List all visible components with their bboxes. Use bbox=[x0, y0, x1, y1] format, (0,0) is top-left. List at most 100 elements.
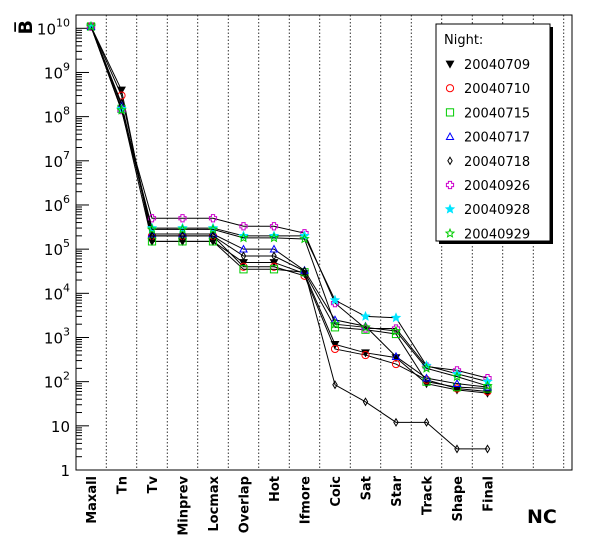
legend-label: 20040928 bbox=[464, 203, 530, 218]
y-tick-label: 105 bbox=[44, 237, 70, 259]
legend-item: 20040715 bbox=[445, 106, 530, 121]
data-point bbox=[146, 223, 158, 234]
y-tick-label: 107 bbox=[44, 149, 70, 171]
data-point bbox=[238, 232, 249, 243]
data-point bbox=[301, 266, 308, 276]
data-point bbox=[239, 222, 248, 231]
y-tick-label: 103 bbox=[44, 325, 70, 347]
data-point bbox=[210, 231, 216, 241]
legend-marker bbox=[445, 108, 455, 117]
x-tick-label: Shape bbox=[451, 476, 466, 522]
series-line bbox=[90, 26, 488, 450]
data-point bbox=[484, 444, 491, 454]
y-tick-label: 1 bbox=[60, 462, 70, 480]
x-tick-label: Coic bbox=[329, 476, 344, 507]
y-tick-label: 102 bbox=[44, 370, 70, 392]
x-tick-label: Tn bbox=[116, 476, 131, 494]
y-tick-label: 109 bbox=[44, 60, 70, 82]
legend-box bbox=[435, 23, 551, 242]
legend-item: 20040929 bbox=[444, 227, 530, 242]
series-line bbox=[90, 26, 488, 383]
plot-frame bbox=[75, 14, 573, 471]
data-point bbox=[271, 251, 277, 261]
legend-title: Night: bbox=[444, 33, 483, 48]
data-point bbox=[422, 373, 431, 382]
data-point bbox=[360, 321, 371, 332]
data-point bbox=[390, 325, 402, 336]
data-point bbox=[149, 231, 155, 241]
data-point bbox=[147, 237, 157, 246]
legend-label: 20040929 bbox=[464, 227, 530, 242]
series-line bbox=[90, 26, 488, 379]
data-point bbox=[329, 318, 341, 329]
x-tick-label: Final bbox=[482, 476, 497, 512]
data-point bbox=[391, 359, 401, 369]
legend-marker bbox=[445, 84, 455, 93]
series-group bbox=[85, 20, 493, 454]
y-tick-label: 106 bbox=[44, 193, 70, 215]
data-point bbox=[451, 371, 463, 382]
x-tick-label: Star bbox=[390, 475, 405, 506]
data-point bbox=[361, 350, 370, 360]
data-point bbox=[208, 237, 218, 246]
legend-item: 20040709 bbox=[445, 58, 530, 73]
data-point bbox=[454, 444, 460, 454]
x-axis: Maxall Tn Tv Minprev Locmax Overlap Hot Ifmore C… bbox=[85, 475, 497, 535]
series-line bbox=[90, 26, 488, 387]
legend-item: 20040928 bbox=[444, 203, 530, 218]
data-point bbox=[178, 214, 187, 223]
legend-marker bbox=[445, 60, 455, 69]
legend-label: 20040718 bbox=[464, 155, 530, 170]
data-point bbox=[239, 265, 248, 274]
x-tick-label: Sat bbox=[360, 476, 375, 500]
legend-items: 20040709 20040710 20040715 20040717 20040718… bbox=[444, 58, 530, 242]
x-tick-label: Ifmore bbox=[299, 476, 314, 524]
series-line bbox=[90, 26, 488, 389]
legend: Night: 200407092004071020040715200407172… bbox=[435, 23, 553, 244]
legend-label: 20040717 bbox=[464, 131, 530, 146]
data-point bbox=[391, 351, 401, 360]
data-point bbox=[362, 397, 369, 407]
legend-label: 20040926 bbox=[464, 179, 530, 194]
legend-marker bbox=[447, 156, 453, 166]
data-point bbox=[390, 312, 402, 323]
legend-item: 20040717 bbox=[445, 131, 530, 146]
data-point bbox=[85, 20, 97, 31]
data-point bbox=[178, 229, 187, 238]
data-point bbox=[483, 384, 492, 393]
legend-item: 20040926 bbox=[445, 179, 530, 194]
legend-marker bbox=[444, 203, 456, 214]
legend-label: 20040709 bbox=[464, 58, 530, 73]
y-axis: 1 10 102 103 104 105 106 107 108 109 1010 bbox=[37, 14, 89, 480]
legend-marker bbox=[445, 131, 455, 140]
data-point bbox=[421, 362, 432, 373]
series-line bbox=[90, 26, 488, 388]
data-point bbox=[391, 329, 401, 339]
x-tick-label: Locmax bbox=[207, 475, 222, 531]
legend-item: 20040710 bbox=[445, 82, 530, 97]
data-point bbox=[178, 237, 187, 246]
x-tick-label: Tv bbox=[146, 475, 161, 493]
legend-marker bbox=[445, 180, 455, 190]
data-point bbox=[329, 294, 341, 305]
data-point bbox=[423, 417, 430, 427]
data-point bbox=[240, 251, 247, 261]
legend-label: 20040710 bbox=[464, 82, 530, 97]
x-tick-label: Maxall bbox=[85, 476, 100, 524]
y-tick-label: 1010 bbox=[37, 16, 70, 38]
data-point bbox=[330, 344, 340, 354]
y-axis-title: B̅ bbox=[14, 20, 37, 34]
x-tick-label: Minprev bbox=[177, 475, 192, 535]
data-point bbox=[269, 265, 279, 274]
data-point bbox=[452, 379, 462, 388]
data-point bbox=[300, 268, 309, 277]
series-20040929 bbox=[85, 20, 493, 391]
y-tick-label: 10 bbox=[51, 418, 70, 436]
data-point bbox=[177, 223, 188, 234]
data-point bbox=[299, 233, 310, 244]
data-point bbox=[482, 380, 493, 391]
x-tick-label: Track bbox=[421, 476, 436, 515]
data-point bbox=[360, 310, 371, 321]
y-tick-label: 108 bbox=[44, 105, 70, 127]
